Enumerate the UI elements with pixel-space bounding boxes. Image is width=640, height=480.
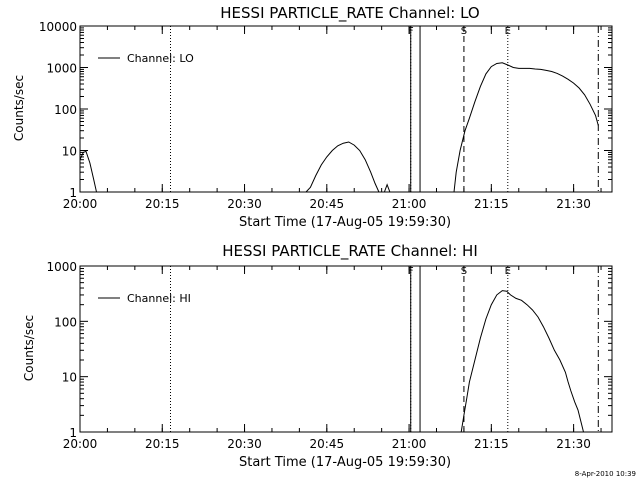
- legend-label: Channel: LO: [127, 52, 194, 65]
- x-tick-label: 21:00: [392, 197, 427, 211]
- y-tick-label: 10: [62, 371, 77, 385]
- y-tick-label: 100: [54, 103, 77, 117]
- chart-title: HESSI PARTICLE_RATE Channel: HI: [222, 242, 478, 261]
- plot-frame: [79, 25, 613, 193]
- x-tick-label: 20:45: [310, 437, 345, 451]
- event-marker-e: E: [505, 26, 511, 37]
- event-marker-e: E: [505, 266, 511, 277]
- event-marker-s: S: [461, 26, 467, 37]
- y-tick-label: 100: [54, 315, 77, 329]
- legend-label: Channel: HI: [127, 292, 191, 305]
- plot-frame: [79, 265, 613, 433]
- timestamp: 8-Apr-2010 10:39: [575, 470, 636, 478]
- x-tick-label: 20:15: [145, 437, 180, 451]
- series-line: [80, 150, 97, 192]
- series-line: [460, 290, 584, 432]
- event-marker-f: F: [408, 266, 414, 277]
- x-tick-label: 20:30: [227, 197, 262, 211]
- y-tick-label: 1000: [46, 260, 77, 274]
- y-tick-label: 1: [69, 186, 77, 200]
- panel-hi: HESSI PARTICLE_RATE Channel: HI Start Ti…: [22, 242, 613, 470]
- x-tick-label: 20:00: [63, 197, 98, 211]
- x-tick-label: 21:00: [392, 437, 427, 451]
- x-axis-label: Start Time (17-Aug-05 19:59:30): [239, 455, 451, 470]
- series-line: [383, 183, 391, 192]
- chart-title: HESSI PARTICLE_RATE Channel: LO: [220, 4, 479, 23]
- panel-lo: HESSI PARTICLE_RATE Channel: LO Start Ti…: [12, 4, 613, 230]
- x-tick-label: 21:30: [556, 197, 591, 211]
- series-line: [305, 141, 380, 192]
- x-tick-label: 20:15: [145, 197, 180, 211]
- y-tick-label: 10000: [39, 20, 77, 34]
- x-tick-label: 21:15: [474, 197, 509, 211]
- event-marker-s: S: [461, 266, 467, 277]
- x-tick-label: 21:15: [474, 437, 509, 451]
- y-axis-label: Counts/sec: [22, 315, 36, 381]
- x-tick-label: 20:45: [310, 197, 345, 211]
- x-tick-label: 20:30: [227, 437, 262, 451]
- y-tick-label: 1: [69, 426, 77, 440]
- y-tick-label: 10: [62, 145, 77, 159]
- x-tick-label: 21:30: [556, 437, 591, 451]
- y-tick-label: 1000: [46, 62, 77, 76]
- y-axis-label: Counts/sec: [12, 75, 26, 141]
- series-line: [453, 62, 599, 192]
- x-tick-label: 20:00: [63, 437, 98, 451]
- event-marker-f: F: [408, 26, 414, 37]
- x-axis-label: Start Time (17-Aug-05 19:59:30): [239, 215, 451, 230]
